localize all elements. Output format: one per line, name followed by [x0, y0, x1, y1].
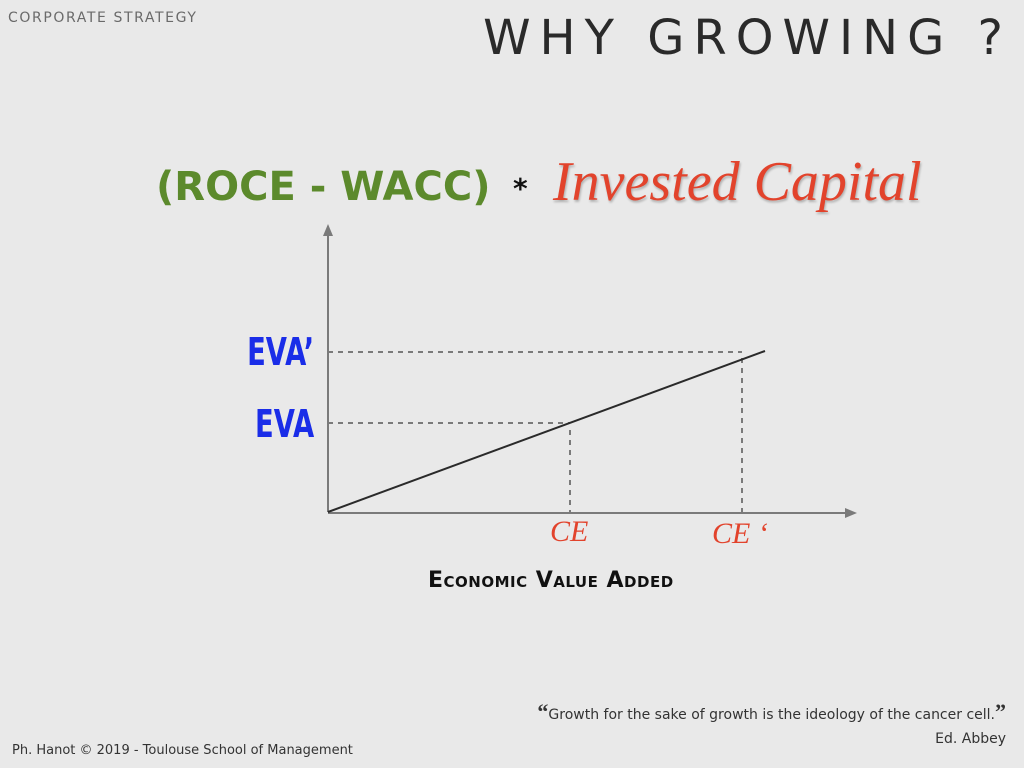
footer-credit: Ph. Hanot © 2019 - Toulouse School of Ma… — [12, 743, 353, 758]
eva-label: EVA — [254, 402, 314, 446]
eva-prime-label: EVA’ — [246, 330, 314, 374]
ce-prime-label: CE ‘ — [712, 517, 768, 550]
formula-multiply-sign: * — [513, 172, 528, 205]
quote-close-mark: ” — [995, 699, 1006, 724]
quote-text: Growth for the sake of growth is the ide… — [548, 707, 995, 723]
diagram-caption: Economic Value Added — [428, 568, 674, 593]
quote-open-mark: “ — [537, 699, 549, 724]
ce-label: CE — [550, 515, 589, 548]
formula-spread: (ROCE - WACC) — [156, 164, 491, 210]
x-axis-arrow-icon — [845, 508, 857, 518]
section-label: CORPORATE STRATEGY — [8, 10, 198, 26]
quote: “Growth for the sake of growth is the id… — [537, 700, 1006, 751]
y-axis-arrow-icon — [323, 224, 333, 236]
quote-line: “Growth for the sake of growth is the id… — [537, 700, 1006, 727]
formula-invested-capital: Invested Capital — [553, 151, 922, 213]
eva-line — [327, 350, 766, 513]
slide-title: WHY GROWING ? — [483, 10, 1012, 66]
quote-author: Ed. Abbey — [935, 731, 1006, 747]
